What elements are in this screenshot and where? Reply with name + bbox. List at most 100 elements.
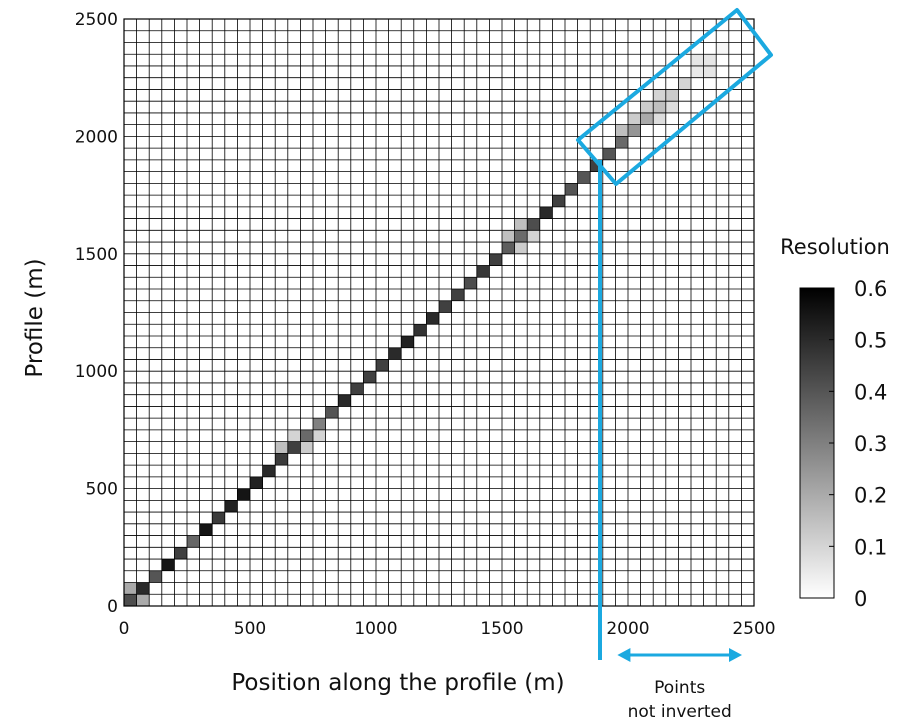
heatmap-cell-diagonal <box>161 559 175 571</box>
colorbar-ticks: 0 0.1 0.2 0.3 0.4 0.5 0.6 <box>829 277 887 611</box>
colorbar-tick-label: 0.2 <box>854 484 887 508</box>
y-axis-label: Profile (m) <box>22 258 48 377</box>
x-tick-label: 500 <box>234 619 266 639</box>
not-inverted-annotation: Points not inverted <box>576 8 773 722</box>
heatmap-cell-diagonal <box>212 512 225 524</box>
heatmap-cell <box>124 582 137 595</box>
heatmap-cell-diagonal <box>464 277 477 290</box>
colorbar-tick-label: 0 <box>854 587 867 611</box>
heatmap-cell-diagonal <box>388 347 402 360</box>
y-tick-label: 2500 <box>75 10 118 30</box>
heatmap-cell-diagonal <box>716 42 729 55</box>
heatmap-cell-diagonal <box>451 289 465 301</box>
x-axis-ticks: 0 500 1000 1500 2000 2500 <box>119 619 776 639</box>
heatmap-cell-diagonal <box>476 265 490 278</box>
heatmap-cell-diagonal <box>577 171 591 184</box>
colorbar-tick-label: 0.5 <box>854 329 887 353</box>
y-axis-ticks: 0 500 1000 1500 2000 2500 <box>75 10 118 617</box>
heatmap-cell <box>653 112 666 125</box>
heatmap-cell <box>527 230 540 243</box>
heatmap-cell-diagonal <box>602 148 616 160</box>
heatmap-cell-diagonal <box>653 101 666 113</box>
x-tick-label: 2000 <box>606 619 649 639</box>
heatmap-cell-diagonal <box>678 77 691 90</box>
heatmap-cell-diagonal <box>539 206 553 219</box>
heatmap-cell-diagonal <box>728 30 742 43</box>
colorbar-title: Resolution <box>780 235 890 259</box>
heatmap-cell-diagonal <box>401 335 414 348</box>
heatmap-cell <box>665 101 679 113</box>
heatmap-cell-diagonal <box>527 218 540 231</box>
y-tick-label: 1500 <box>75 245 118 265</box>
annotation-text: Points <box>654 678 705 698</box>
heatmap-cell-diagonal <box>174 547 187 560</box>
colorbar-tick-label: 0.6 <box>854 277 887 301</box>
arrow-head-right <box>729 648 742 662</box>
heatmap-cell-diagonal <box>426 312 439 325</box>
heatmap-cell <box>514 242 528 254</box>
plot-frame <box>123 18 755 607</box>
heatmap-cell-diagonal <box>313 418 326 430</box>
heatmap-cell-diagonal <box>224 500 238 513</box>
heatmap-cell-diagonal <box>350 382 364 395</box>
heatmap-cell-diagonal <box>250 476 263 489</box>
colorbar-tick-label: 0.4 <box>854 380 887 404</box>
y-tick-label: 2000 <box>75 127 118 147</box>
heatmap-cell-diagonal <box>363 371 376 383</box>
y-tick-label: 0 <box>107 597 118 617</box>
x-tick-label: 1500 <box>480 619 523 639</box>
heatmap-cell-diagonal <box>565 183 578 196</box>
heatmap-cell-diagonal <box>149 570 162 583</box>
heatmap-cell-diagonal <box>615 136 628 149</box>
heatmap-cell-diagonal <box>703 54 717 66</box>
heatmap-cell <box>514 218 528 231</box>
heatmap-cell-diagonal <box>262 465 276 477</box>
annotation-text: not inverted <box>628 702 732 722</box>
heatmap-cell <box>313 429 326 442</box>
heatmap-cell-diagonal <box>136 582 150 595</box>
heatmap-cell <box>703 65 717 78</box>
heatmap-cell-diagonal <box>325 406 339 419</box>
heatmap-cell-diagonal <box>514 230 528 243</box>
heatmap-cell-diagonal <box>124 594 137 606</box>
heatmap-cell <box>300 441 313 454</box>
heatmap-cell-diagonal <box>287 441 301 454</box>
heatmap-cell <box>502 230 515 243</box>
colorbar-tick-label: 0.3 <box>854 432 887 456</box>
heatmap-cell <box>275 441 288 454</box>
x-tick-label: 1000 <box>354 619 397 639</box>
heatmap-cell-diagonal <box>665 89 679 102</box>
highlight-box <box>576 8 773 186</box>
heatmap-cell-diagonal <box>439 300 452 313</box>
colorbar-tick-label: 0.1 <box>854 535 887 559</box>
heatmap-cell-diagonal <box>275 453 288 466</box>
heatmap-cell-diagonal <box>628 124 641 137</box>
heatmap-cell-diagonal <box>300 429 313 442</box>
heatmap-cell-diagonal <box>237 488 250 501</box>
y-tick-label: 500 <box>86 480 118 500</box>
heatmap-cell <box>653 89 666 102</box>
heatmap-cell <box>136 594 150 606</box>
heatmap-cell <box>691 54 704 66</box>
heatmap-cell-diagonal <box>376 359 389 372</box>
x-tick-label: 2500 <box>732 619 775 639</box>
heatmap-cells <box>124 19 754 606</box>
heatmap-cell-diagonal <box>187 535 200 548</box>
x-axis-label: Position along the profile (m) <box>231 670 564 696</box>
heatmap-cell-diagonal <box>640 112 654 125</box>
colorbar <box>799 287 835 599</box>
y-tick-label: 1000 <box>75 362 118 382</box>
heatmap-cell-diagonal <box>413 324 427 336</box>
arrow-head-left <box>617 648 631 662</box>
heatmap-cell <box>640 101 654 113</box>
heatmap-cell <box>615 124 628 137</box>
heatmap-cell-diagonal <box>590 159 603 172</box>
heatmap-cell-diagonal <box>489 253 502 266</box>
heatmap-cell-diagonal <box>199 523 213 536</box>
heatmap-cell <box>628 112 641 125</box>
heatmap-cell-diagonal <box>502 242 515 254</box>
heatmap-cell-diagonal <box>552 195 565 207</box>
heatmap-cell-diagonal <box>691 65 704 78</box>
x-tick-label: 0 <box>119 619 130 639</box>
